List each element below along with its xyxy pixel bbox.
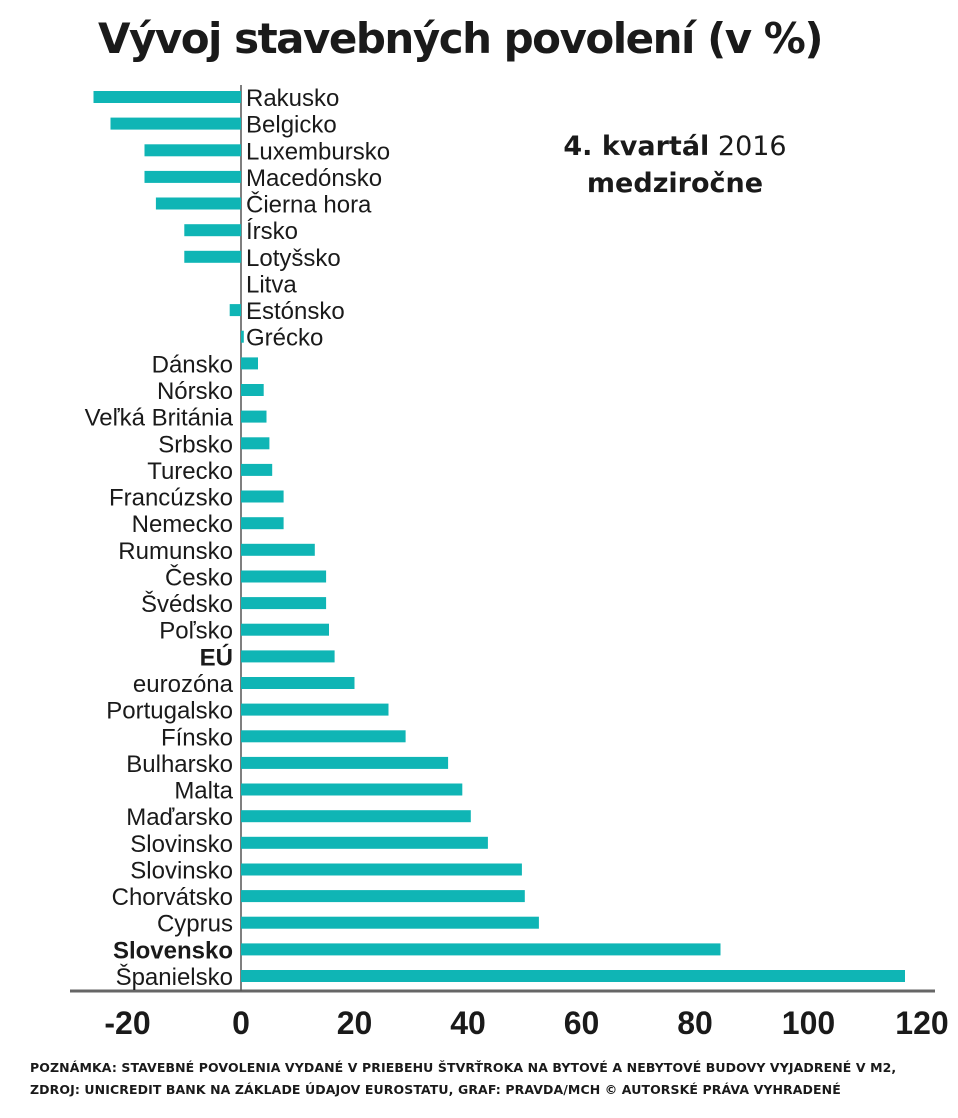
- bar: [155, 197, 241, 210]
- bar: [241, 756, 449, 769]
- bar: [241, 970, 905, 982]
- category-label: Maďarsko: [126, 804, 233, 831]
- category-label: Francúzsko: [109, 485, 233, 512]
- bar: [241, 357, 258, 370]
- category-label: Cyprus: [157, 911, 233, 938]
- subtitle-line-1: 4. kvartál 2016: [560, 128, 790, 165]
- category-label: Nemecko: [132, 511, 233, 538]
- bar: [93, 91, 241, 103]
- category-label: Srbsko: [158, 431, 233, 458]
- bar: [241, 810, 471, 823]
- subtitle-line-2: medziročne: [586, 168, 764, 199]
- category-label: Česko: [165, 564, 233, 592]
- x-tick-label: 100: [782, 1005, 835, 1041]
- bar: [241, 597, 327, 610]
- bar: [241, 623, 329, 636]
- bar: [241, 330, 244, 343]
- category-label: Slovinsko: [130, 858, 233, 885]
- x-tick-label: 60: [564, 1005, 600, 1041]
- subtitle-period: 4. kvartál: [563, 131, 710, 162]
- chart-subtitle: 4. kvartál 2016 medziročne: [560, 128, 790, 202]
- bar: [241, 650, 335, 663]
- bar: [229, 304, 241, 317]
- bar: [241, 783, 463, 796]
- bar: [241, 677, 355, 689]
- category-label: Veľká Británia: [85, 405, 234, 432]
- category-label: Čierna hora: [246, 191, 372, 219]
- bar: [110, 117, 241, 130]
- category-label: Grécko: [246, 325, 323, 352]
- category-label: Slovensko: [113, 937, 233, 964]
- category-label: Slovinsko: [130, 831, 233, 858]
- bar: [241, 543, 315, 556]
- category-label: Lotyšsko: [246, 245, 341, 272]
- category-label: Macedónsko: [246, 165, 382, 192]
- category-label: Belgicko: [246, 112, 337, 139]
- bar: [241, 490, 284, 503]
- category-label: Luxembursko: [246, 138, 390, 165]
- bar: [241, 943, 721, 956]
- category-label: Bulharsko: [126, 751, 233, 778]
- category-label: Chorvátsko: [112, 884, 233, 911]
- category-label: Turecko: [147, 458, 233, 485]
- bar: [241, 463, 273, 476]
- footnote-line-1: POZNÁMKA: STAVEBNÉ POVOLENIA VYDANÉ V PR…: [30, 1060, 897, 1075]
- category-label: Portugalsko: [106, 698, 233, 725]
- x-tick-label: -20: [104, 1005, 150, 1041]
- x-tick-label: 40: [450, 1005, 486, 1041]
- bar: [241, 730, 406, 743]
- bar: [241, 437, 270, 450]
- category-label: Nórsko: [157, 378, 233, 405]
- category-label: EÚ: [200, 643, 233, 671]
- x-tick-label: 20: [337, 1005, 373, 1041]
- chart-title: Vývoj stavebných povolení (v %): [97, 14, 824, 63]
- category-label: Švédsko: [141, 590, 233, 618]
- category-label: Dánsko: [152, 351, 233, 378]
- category-label: Malta: [174, 778, 233, 805]
- category-label: Litva: [246, 272, 297, 299]
- category-label: Španielsko: [116, 963, 233, 991]
- bar: [241, 916, 539, 929]
- bar: [241, 863, 522, 876]
- bar: [184, 224, 242, 237]
- x-tick-label: 120: [895, 1005, 948, 1041]
- footnote-line-2: ZDROJ: UNICREDIT BANK NA ZÁKLADE ÚDAJOV …: [30, 1082, 841, 1097]
- category-label: Rakusko: [246, 85, 339, 112]
- bar: [184, 250, 242, 263]
- category-label: eurozóna: [133, 671, 234, 698]
- bar: [144, 144, 241, 157]
- category-label: Fínsko: [161, 724, 233, 751]
- subtitle-year: 2016: [717, 131, 787, 162]
- x-tick-label: 80: [677, 1005, 713, 1041]
- bar: [241, 836, 488, 849]
- bar: [241, 410, 267, 423]
- bar: [144, 170, 241, 183]
- bar: [241, 890, 525, 903]
- bar: [241, 517, 284, 530]
- category-label: Rumunsko: [118, 538, 233, 565]
- category-label: Írsko: [246, 218, 298, 245]
- bar: [241, 570, 327, 583]
- category-label: Estónsko: [246, 298, 345, 325]
- bar: [241, 384, 264, 396]
- bar: [241, 703, 389, 716]
- category-label: Poľsko: [159, 618, 233, 645]
- footnote: POZNÁMKA: STAVEBNÉ POVOLENIA VYDANÉ V PR…: [30, 1057, 950, 1101]
- x-tick-label: 0: [232, 1005, 250, 1041]
